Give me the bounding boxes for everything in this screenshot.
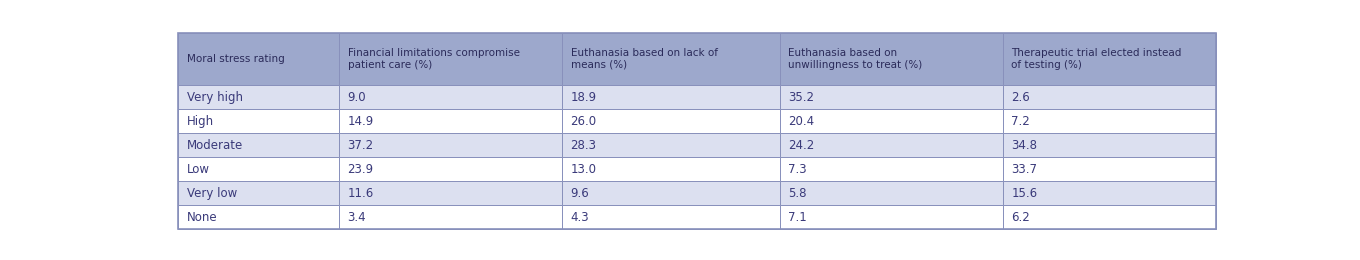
Bar xyxy=(339,85,562,109)
Bar xyxy=(562,205,781,229)
Text: Low: Low xyxy=(186,163,209,176)
Text: 7.1: 7.1 xyxy=(789,211,806,224)
Text: 5.8: 5.8 xyxy=(789,187,806,200)
Bar xyxy=(1002,33,1216,85)
Text: Moral stress rating: Moral stress rating xyxy=(186,54,284,64)
Text: Very high: Very high xyxy=(186,91,243,104)
Text: 28.3: 28.3 xyxy=(571,139,597,152)
Bar xyxy=(178,157,339,181)
Text: 14.9: 14.9 xyxy=(348,115,374,128)
Text: Financial limitations compromise
patient care (%): Financial limitations compromise patient… xyxy=(348,48,520,70)
Text: 33.7: 33.7 xyxy=(1012,163,1038,176)
Text: 23.9: 23.9 xyxy=(348,163,374,176)
Text: 20.4: 20.4 xyxy=(789,115,815,128)
Bar xyxy=(1002,181,1216,205)
Bar xyxy=(339,33,562,85)
Text: High: High xyxy=(186,115,214,128)
Text: 26.0: 26.0 xyxy=(571,115,597,128)
Bar xyxy=(562,133,781,157)
Bar xyxy=(781,33,1002,85)
Text: Very low: Very low xyxy=(186,187,237,200)
Bar xyxy=(178,133,339,157)
Text: 15.6: 15.6 xyxy=(1012,187,1038,200)
Bar xyxy=(1002,85,1216,109)
Bar xyxy=(562,109,781,133)
Bar xyxy=(781,133,1002,157)
Text: 3.4: 3.4 xyxy=(348,211,366,224)
Bar xyxy=(1002,205,1216,229)
Text: Moderate: Moderate xyxy=(186,139,243,152)
Bar xyxy=(781,205,1002,229)
Bar xyxy=(1002,109,1216,133)
Text: Euthanasia based on lack of
means (%): Euthanasia based on lack of means (%) xyxy=(571,48,718,70)
Text: 18.9: 18.9 xyxy=(571,91,597,104)
Bar xyxy=(781,109,1002,133)
Text: 7.3: 7.3 xyxy=(789,163,806,176)
Bar xyxy=(178,205,339,229)
Bar xyxy=(339,205,562,229)
Text: Therapeutic trial elected instead
of testing (%): Therapeutic trial elected instead of tes… xyxy=(1012,48,1182,70)
Bar xyxy=(339,109,562,133)
Bar xyxy=(781,157,1002,181)
Text: 34.8: 34.8 xyxy=(1012,139,1038,152)
Text: 35.2: 35.2 xyxy=(789,91,815,104)
Bar xyxy=(178,181,339,205)
Bar xyxy=(562,157,781,181)
Bar xyxy=(562,85,781,109)
Bar xyxy=(178,33,339,85)
Bar xyxy=(562,33,781,85)
Bar xyxy=(178,85,339,109)
Bar xyxy=(562,181,781,205)
Text: Euthanasia based on
unwillingness to treat (%): Euthanasia based on unwillingness to tre… xyxy=(789,48,922,70)
Bar xyxy=(339,133,562,157)
Bar xyxy=(178,109,339,133)
Bar xyxy=(1002,133,1216,157)
Text: None: None xyxy=(186,211,218,224)
Bar xyxy=(339,181,562,205)
Text: 6.2: 6.2 xyxy=(1012,211,1030,224)
Text: 37.2: 37.2 xyxy=(348,139,374,152)
Text: 2.6: 2.6 xyxy=(1012,91,1030,104)
Text: 24.2: 24.2 xyxy=(789,139,815,152)
Text: 9.0: 9.0 xyxy=(348,91,366,104)
Bar xyxy=(781,85,1002,109)
Text: 7.2: 7.2 xyxy=(1012,115,1030,128)
Bar xyxy=(1002,157,1216,181)
Text: 11.6: 11.6 xyxy=(348,187,374,200)
Text: 13.0: 13.0 xyxy=(571,163,597,176)
Bar xyxy=(781,181,1002,205)
Bar xyxy=(339,157,562,181)
Text: 9.6: 9.6 xyxy=(571,187,589,200)
Text: 4.3: 4.3 xyxy=(571,211,589,224)
